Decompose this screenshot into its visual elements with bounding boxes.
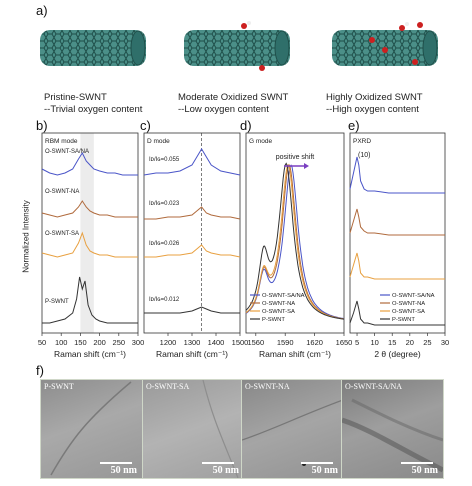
x-axis-title: Raman shift (cm⁻¹) (259, 349, 331, 359)
series-line (245, 162, 345, 320)
charts-canvas: 50 100 150 200 250 300 Raman shift (cm⁻¹) RBM m… (38, 132, 449, 359)
x-tick-label: 1200 (160, 338, 177, 347)
panel-e-label: e) (348, 118, 360, 133)
series-line (41, 200, 138, 218)
scale-text: 50 nm (110, 465, 137, 476)
x-tick-label: 150 (74, 338, 87, 347)
scale-bar (202, 462, 234, 464)
x-tick-label: 50 (38, 338, 46, 347)
mode-label: PXRD (353, 138, 371, 145)
series-line (349, 300, 445, 326)
ratio-label: Iᴅ/Iɢ=0.026 (149, 241, 180, 247)
x-tick-label: 1500 (232, 338, 249, 347)
legend-label: P-SWNT (392, 317, 415, 323)
legend-label: O-SWNT-SA/NA (262, 293, 305, 299)
mode-label: RBM mode (45, 138, 78, 145)
scale-bar (401, 462, 433, 464)
series-line (42, 276, 138, 324)
x-axis-title: 2 θ (degree) (374, 349, 420, 359)
tem-label: O-SWNT-SA (146, 382, 190, 391)
tem-label: O-SWNT-NA (245, 382, 290, 391)
scale-text: 50 nm (212, 465, 239, 476)
scale-text: 50 nm (411, 465, 438, 476)
tem-fibers (202, 380, 239, 478)
legend-label: P-SWNT (262, 317, 285, 323)
pristine-nanotube-illustration (40, 30, 146, 66)
legend-label: O-SWNT-NA (262, 301, 295, 307)
x-tick-label: 5 (355, 338, 359, 347)
ratio-label: Iᴅ/Iɢ=0.023 (149, 201, 180, 207)
panel-c-label: c) (140, 118, 151, 133)
series-line (143, 148, 241, 176)
peak-label: (10) (358, 152, 370, 159)
x-tick-label: 1650 (336, 338, 353, 347)
scale-bar (301, 462, 333, 464)
x-tick-label: 20 (406, 338, 414, 347)
panel-b-label: b) (36, 118, 48, 133)
series-line (144, 306, 240, 314)
tem-label: O-SWNT-SA/NA (345, 382, 403, 391)
tem-image-o-swnt-sa-na: O-SWNT-SA/NA 50 nm (341, 379, 444, 479)
x-tick-label: 1620 (306, 338, 323, 347)
legend-label: O-SWNT-SA (392, 309, 425, 315)
x-tick-label: 10 (370, 338, 378, 347)
x-tick-label: 300 (132, 338, 145, 347)
legend-label: O-SWNT-NA (392, 301, 425, 307)
x-axis-title: Raman shift (cm⁻¹) (156, 349, 228, 359)
tem-image-o-swnt-sa: O-SWNT-SA 50 nm (142, 379, 245, 479)
plot-frame (41, 132, 139, 334)
highly-oxidized-nanotube-illustration (332, 22, 438, 66)
rbm-highlight-band (80, 133, 94, 333)
positive-shift-label: positive shift (276, 154, 315, 161)
panel-d-label: d) (240, 118, 252, 133)
series-label: P-SWNT (45, 299, 69, 305)
panel-f-label: f) (36, 363, 44, 378)
series-label: O-SWNT-SA/NA (45, 149, 89, 155)
x-tick-label: 1400 (208, 338, 225, 347)
series-line (349, 156, 445, 194)
x-tick-label: 30 (441, 338, 449, 347)
tem-label: P-SWNT (44, 382, 74, 391)
panel-a-label: a) (36, 3, 48, 18)
plot-frame (143, 132, 241, 334)
tem-fibers (50, 381, 132, 476)
x-tick-label: 100 (55, 338, 68, 347)
pristine-caption: Pristine-SWNT --Trivial oxygen content (44, 92, 143, 115)
scale-text: 50 nm (311, 465, 338, 476)
tem-image-p-swnt: P-SWNT 50 nm (40, 379, 143, 479)
x-tick-label: 25 (423, 338, 431, 347)
shift-arrowhead (304, 163, 309, 169)
x-tick-label: 250 (113, 338, 126, 347)
ratio-label: Iᴅ/Iɢ=0.055 (149, 157, 180, 163)
mode-label: D mode (147, 138, 170, 145)
x-tick-label: 1300 (184, 338, 201, 347)
ratio-label: Iᴅ/Iɢ=0.012 (149, 297, 180, 303)
moderate-oxidized-nanotube-illustration (184, 21, 290, 71)
series-line (144, 206, 241, 220)
mode-label: G mode (249, 138, 273, 145)
legend-label: O-SWNT-SA (262, 309, 295, 315)
x-tick-label: 1560 (247, 338, 264, 347)
tem-image-o-swnt-na: O-SWNT-NA 50 nm (241, 379, 344, 479)
series-line (349, 252, 445, 280)
series-line (349, 208, 445, 236)
series-line (144, 244, 241, 258)
moderate-caption: Moderate Oxidized SWNT --Low oxygen conte… (178, 92, 289, 115)
plot-frame (245, 132, 345, 334)
series-label: O-SWNT-NA (45, 189, 79, 195)
x-tick-label: 15 (388, 338, 396, 347)
x-tick-label: 1590 (277, 338, 294, 347)
series-line (41, 151, 138, 176)
series-line (41, 231, 138, 258)
x-axis-title: Raman shift (cm⁻¹) (54, 349, 126, 359)
scale-bar (100, 462, 132, 464)
x-tick-label: 200 (93, 338, 106, 347)
legend-label: O-SWNT-SA/NA (392, 293, 435, 299)
high-caption: Highly Oxidized SWNT --High oxygen conten… (326, 92, 423, 115)
series-label: O-SWNT-SA (45, 231, 79, 237)
